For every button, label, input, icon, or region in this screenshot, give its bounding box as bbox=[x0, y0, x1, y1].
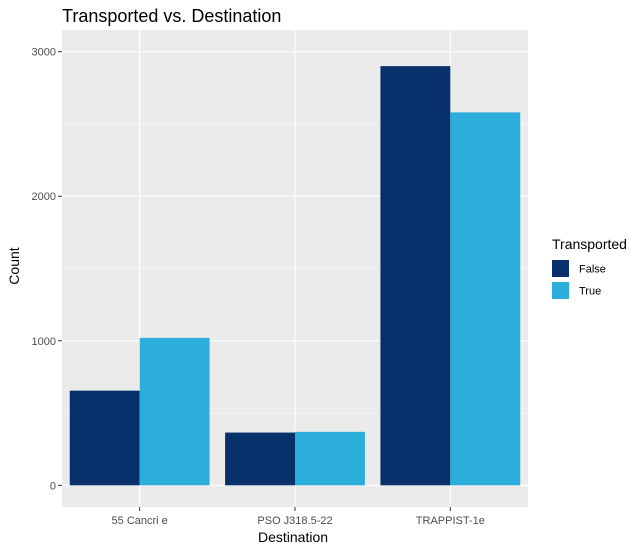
y-tick-label: 0 bbox=[50, 480, 56, 492]
x-tick-label: 55 Cancri e bbox=[112, 515, 168, 527]
legend-label-true: True bbox=[579, 286, 601, 298]
legend: Transported False True bbox=[552, 236, 627, 299]
chart-title: Transported vs. Destination bbox=[62, 6, 281, 26]
x-axis: 55 Cancri e PSO J318.5-22 TRAPPIST-1e bbox=[112, 507, 485, 527]
legend-key-false bbox=[552, 260, 569, 277]
y-axis-title: Count bbox=[6, 247, 22, 284]
legend-label-false: False bbox=[579, 264, 606, 276]
bar-true bbox=[295, 431, 365, 486]
x-axis-title: Destination bbox=[258, 529, 328, 545]
y-tick-label: 1000 bbox=[32, 336, 56, 348]
bar-true bbox=[450, 112, 521, 486]
y-tick-label: 2000 bbox=[32, 191, 56, 203]
bar-false bbox=[225, 432, 295, 486]
legend-key-true bbox=[552, 282, 569, 299]
x-tick-label: PSO J318.5-22 bbox=[257, 515, 332, 527]
y-axis: 0 1000 2000 3000 bbox=[32, 47, 62, 492]
bar-true bbox=[139, 337, 210, 486]
x-tick-label: TRAPPIST-1e bbox=[416, 515, 485, 527]
bars bbox=[69, 66, 521, 486]
bar-false bbox=[380, 66, 451, 486]
y-tick-label: 3000 bbox=[32, 47, 56, 59]
bar-false bbox=[69, 390, 140, 486]
legend-title: Transported bbox=[552, 236, 627, 252]
